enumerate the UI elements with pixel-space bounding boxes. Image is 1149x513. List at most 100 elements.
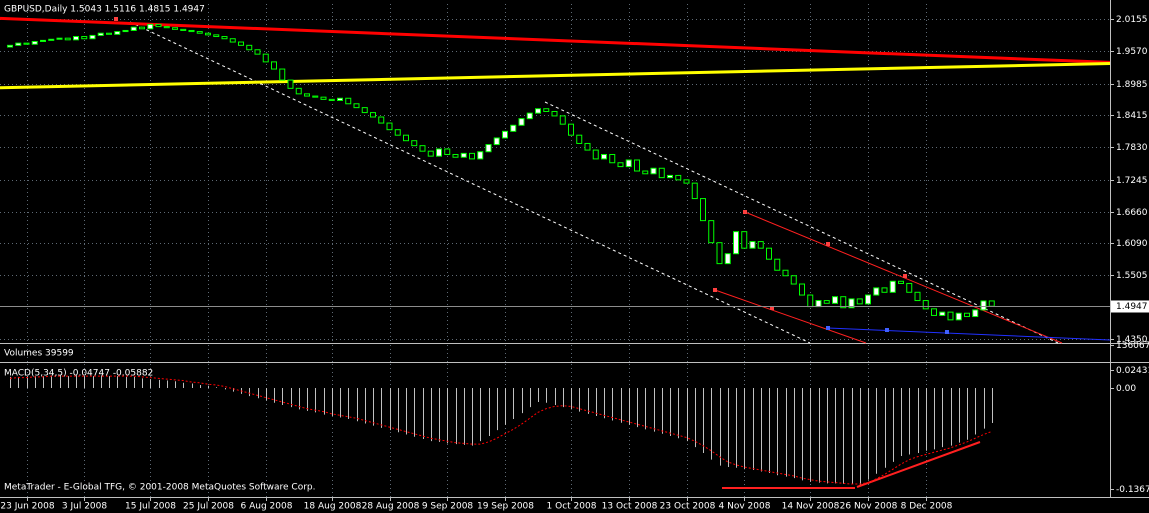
- anchor-point: [903, 274, 907, 278]
- y-tick-label: 1.5505: [1116, 271, 1148, 281]
- candle: [254, 49, 261, 55]
- last-price-marker: [1111, 300, 1149, 313]
- y-tick-label: 136067: [1116, 341, 1149, 351]
- candle: [139, 26, 145, 30]
- candle: [898, 280, 904, 284]
- candle: [304, 93, 310, 97]
- moving-average: [0, 62, 1111, 90]
- candle: [980, 300, 987, 311]
- candle: [988, 300, 995, 307]
- candle: [122, 29, 129, 33]
- candle: [196, 31, 203, 34]
- candle: [411, 140, 418, 147]
- candle: [353, 103, 360, 109]
- candle: [955, 312, 962, 321]
- x-tick-label: 14 Nov 2008: [782, 502, 840, 512]
- candle: [840, 296, 847, 309]
- candle: [807, 294, 814, 308]
- x-tick-label: 8 Dec 2008: [901, 502, 953, 512]
- candle: [403, 134, 409, 142]
- candle: [741, 231, 748, 249]
- candle: [460, 152, 467, 158]
- y-tick-label: 0.00: [1116, 384, 1136, 394]
- last-price-label: 1.4947: [1116, 302, 1148, 312]
- candle: [262, 53, 269, 63]
- candle: [73, 36, 79, 41]
- candle: [658, 167, 665, 179]
- x-tick-label: 19 Sep 2008: [477, 502, 534, 512]
- x-tick-label: 23 Jun 2008: [0, 502, 54, 512]
- candle: [180, 28, 187, 31]
- y-tick-label: 1.4350: [1116, 335, 1148, 345]
- x-tick-label: 26 Nov 2008: [840, 502, 898, 512]
- candle: [700, 198, 706, 222]
- candle: [469, 152, 475, 160]
- candle: [502, 130, 508, 139]
- candle: [865, 294, 871, 305]
- panel-frames: [0, 0, 1149, 498]
- candle: [246, 44, 253, 51]
- y-tick-label: 1.7245: [1116, 176, 1148, 186]
- candle: [634, 159, 640, 172]
- candle: [922, 300, 929, 310]
- candle: [97, 32, 104, 36]
- x-tick-label: 28 Aug 2008: [362, 502, 420, 512]
- candle: [485, 144, 492, 153]
- candle: [617, 162, 624, 168]
- candle: [774, 258, 781, 271]
- candle: [625, 159, 632, 168]
- candle: [691, 182, 698, 200]
- y-tick-label: 1.8985: [1116, 80, 1148, 90]
- candle: [386, 122, 393, 131]
- candle: [155, 23, 162, 28]
- candle: [510, 124, 517, 132]
- x-tick-label: 23 Oct 2008: [660, 502, 716, 512]
- x-tick-label: 18 Aug 2008: [304, 502, 362, 512]
- candle: [708, 220, 715, 244]
- candle: [518, 118, 525, 126]
- candle: [873, 287, 880, 296]
- volume-title: Volumes 39599: [4, 349, 74, 359]
- trend-channel-line: [129, 21, 811, 344]
- candle: [320, 96, 327, 100]
- candle: [535, 108, 541, 114]
- candle: [361, 107, 368, 114]
- candle: [782, 269, 789, 277]
- candle: [328, 98, 335, 101]
- x-tick-label: 9 Sep 2008: [422, 502, 474, 512]
- candle: [48, 38, 55, 41]
- support-line: [827, 327, 1111, 341]
- copyright-footer: MetaTrader - E-Global TFG, © 2001-2008 M…: [4, 483, 316, 493]
- candle: [964, 312, 970, 318]
- candle: [493, 137, 500, 146]
- candle: [584, 142, 591, 151]
- candle: [64, 37, 71, 41]
- candle: [642, 170, 649, 175]
- candle: [114, 31, 121, 35]
- candle: [856, 298, 863, 305]
- candle: [650, 167, 657, 175]
- candle: [733, 231, 739, 255]
- candle: [683, 179, 690, 184]
- anchor-point: [826, 326, 830, 330]
- candle: [568, 123, 574, 136]
- candle: [848, 298, 855, 309]
- signal-line: [9, 375, 992, 485]
- candle: [370, 112, 376, 118]
- candle: [972, 309, 979, 318]
- moving-average: [0, 16, 1111, 64]
- candle: [221, 36, 228, 40]
- candle: [436, 148, 442, 157]
- candle: [799, 283, 805, 296]
- candle: [205, 32, 211, 36]
- candle: [444, 148, 451, 155]
- anchor-point: [945, 330, 949, 334]
- candle: [667, 174, 673, 179]
- y-tick-label: 1.8415: [1116, 111, 1148, 121]
- x-tick-label: 3 Jul 2008: [62, 502, 107, 512]
- x-tick-label: 13 Oct 2008: [602, 502, 658, 512]
- candle: [81, 36, 88, 40]
- y-tick-label: 1.6660: [1116, 208, 1148, 218]
- candle: [576, 134, 583, 144]
